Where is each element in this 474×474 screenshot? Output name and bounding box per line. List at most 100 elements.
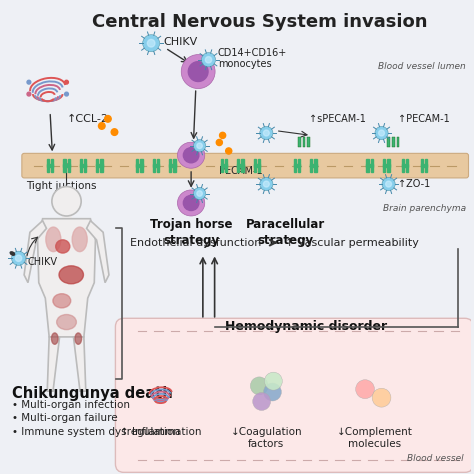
Text: Brain parenchyma: Brain parenchyma [383, 204, 466, 213]
Circle shape [27, 80, 31, 84]
Polygon shape [37, 219, 95, 337]
Ellipse shape [177, 190, 205, 216]
Circle shape [99, 123, 105, 129]
Bar [96, 159, 99, 172]
Bar [387, 159, 390, 172]
Text: Trojan horse
strategy: Trojan horse strategy [150, 218, 232, 247]
Bar [136, 164, 143, 167]
Bar [366, 164, 373, 167]
Circle shape [260, 177, 273, 191]
Bar [258, 159, 260, 172]
Circle shape [356, 380, 374, 399]
Bar [169, 164, 175, 167]
Bar [293, 159, 296, 172]
Bar [314, 159, 317, 172]
Circle shape [64, 92, 68, 96]
Circle shape [250, 377, 268, 395]
Bar [153, 164, 159, 167]
Bar [62, 200, 72, 219]
Bar [136, 159, 138, 172]
Bar [221, 164, 228, 167]
Text: ↓Coagulation
factors: ↓Coagulation factors [230, 427, 302, 448]
Bar [402, 159, 404, 172]
Bar [397, 137, 400, 147]
Bar [307, 137, 310, 147]
Bar [169, 159, 171, 172]
Circle shape [52, 187, 81, 216]
Text: • Multi-organ infection: • Multi-organ infection [12, 400, 130, 410]
Bar [225, 159, 228, 172]
Circle shape [386, 181, 392, 187]
Circle shape [147, 39, 155, 47]
Bar [221, 159, 223, 172]
FancyBboxPatch shape [115, 318, 473, 473]
Polygon shape [24, 221, 46, 283]
Bar [67, 159, 70, 172]
Circle shape [15, 255, 22, 262]
Text: ↑CCL-2: ↑CCL-2 [66, 114, 109, 124]
Bar [293, 164, 300, 167]
Bar [47, 164, 54, 167]
Bar [254, 159, 256, 172]
Circle shape [264, 372, 283, 390]
Circle shape [193, 140, 206, 152]
Ellipse shape [57, 315, 76, 329]
Circle shape [111, 129, 118, 136]
Bar [392, 137, 395, 147]
Bar [153, 159, 155, 172]
Text: Paracellular
strategy: Paracellular strategy [246, 218, 325, 247]
Bar [96, 164, 103, 167]
Ellipse shape [75, 333, 82, 344]
Ellipse shape [52, 333, 58, 344]
Circle shape [264, 130, 269, 136]
FancyBboxPatch shape [22, 154, 468, 178]
Bar [371, 159, 373, 172]
Bar [366, 159, 369, 172]
Text: ↑sPECAM-1: ↑sPECAM-1 [309, 114, 365, 124]
Circle shape [219, 132, 226, 138]
Ellipse shape [46, 227, 61, 252]
Bar [63, 164, 70, 167]
Bar [237, 159, 239, 172]
Circle shape [64, 80, 68, 84]
Text: Hemodynamic disorder: Hemodynamic disorder [225, 319, 387, 333]
Bar [425, 159, 427, 172]
Bar [157, 159, 159, 172]
Circle shape [216, 139, 222, 146]
Bar [310, 159, 312, 172]
Circle shape [27, 92, 31, 96]
Bar [420, 164, 427, 167]
Bar [84, 159, 86, 172]
Bar [406, 159, 408, 172]
Text: ↑ Vascular permeability: ↑ Vascular permeability [285, 237, 419, 248]
Circle shape [205, 56, 212, 63]
Text: Blood vessel: Blood vessel [407, 454, 464, 463]
Ellipse shape [59, 266, 83, 284]
Circle shape [197, 143, 202, 148]
Text: CD14+CD16+
monocytes: CD14+CD16+ monocytes [218, 47, 287, 69]
Circle shape [201, 53, 216, 67]
Bar [80, 159, 82, 172]
Text: ↓Complement
molecules: ↓Complement molecules [337, 427, 412, 448]
Polygon shape [73, 337, 86, 391]
Ellipse shape [181, 55, 215, 89]
Polygon shape [47, 337, 60, 391]
Text: ↑ZO-1: ↑ZO-1 [398, 179, 430, 189]
Circle shape [372, 388, 391, 407]
Bar [241, 159, 244, 172]
Ellipse shape [188, 62, 208, 82]
Text: CHIKV: CHIKV [163, 37, 197, 47]
Bar [310, 164, 317, 167]
Circle shape [382, 177, 395, 191]
Circle shape [11, 251, 26, 265]
Polygon shape [87, 221, 109, 283]
Bar [254, 164, 260, 167]
Bar [237, 164, 244, 167]
Ellipse shape [10, 252, 15, 255]
Ellipse shape [183, 148, 199, 163]
Bar [63, 159, 65, 172]
Text: Tight juctions: Tight juctions [27, 181, 97, 191]
Ellipse shape [183, 195, 199, 210]
Bar [402, 164, 408, 167]
Bar [173, 159, 175, 172]
